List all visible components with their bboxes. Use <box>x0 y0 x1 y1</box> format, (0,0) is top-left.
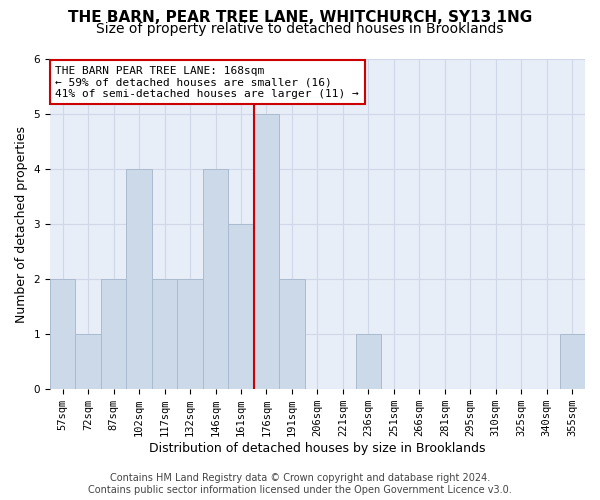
Bar <box>356 334 381 389</box>
Bar <box>203 169 228 389</box>
Bar <box>101 279 127 389</box>
Bar <box>76 334 101 389</box>
Text: THE BARN, PEAR TREE LANE, WHITCHURCH, SY13 1NG: THE BARN, PEAR TREE LANE, WHITCHURCH, SY… <box>68 10 532 25</box>
Bar <box>178 279 203 389</box>
Bar <box>127 169 152 389</box>
Bar <box>254 114 279 389</box>
Y-axis label: Number of detached properties: Number of detached properties <box>15 126 28 322</box>
Text: THE BARN PEAR TREE LANE: 168sqm
← 59% of detached houses are smaller (16)
41% of: THE BARN PEAR TREE LANE: 168sqm ← 59% of… <box>55 66 359 99</box>
Text: Contains HM Land Registry data © Crown copyright and database right 2024.
Contai: Contains HM Land Registry data © Crown c… <box>88 474 512 495</box>
Text: Size of property relative to detached houses in Brooklands: Size of property relative to detached ho… <box>96 22 504 36</box>
Bar <box>279 279 305 389</box>
Bar <box>50 279 76 389</box>
Bar <box>152 279 178 389</box>
Bar <box>228 224 254 389</box>
X-axis label: Distribution of detached houses by size in Brooklands: Distribution of detached houses by size … <box>149 442 486 455</box>
Bar <box>560 334 585 389</box>
